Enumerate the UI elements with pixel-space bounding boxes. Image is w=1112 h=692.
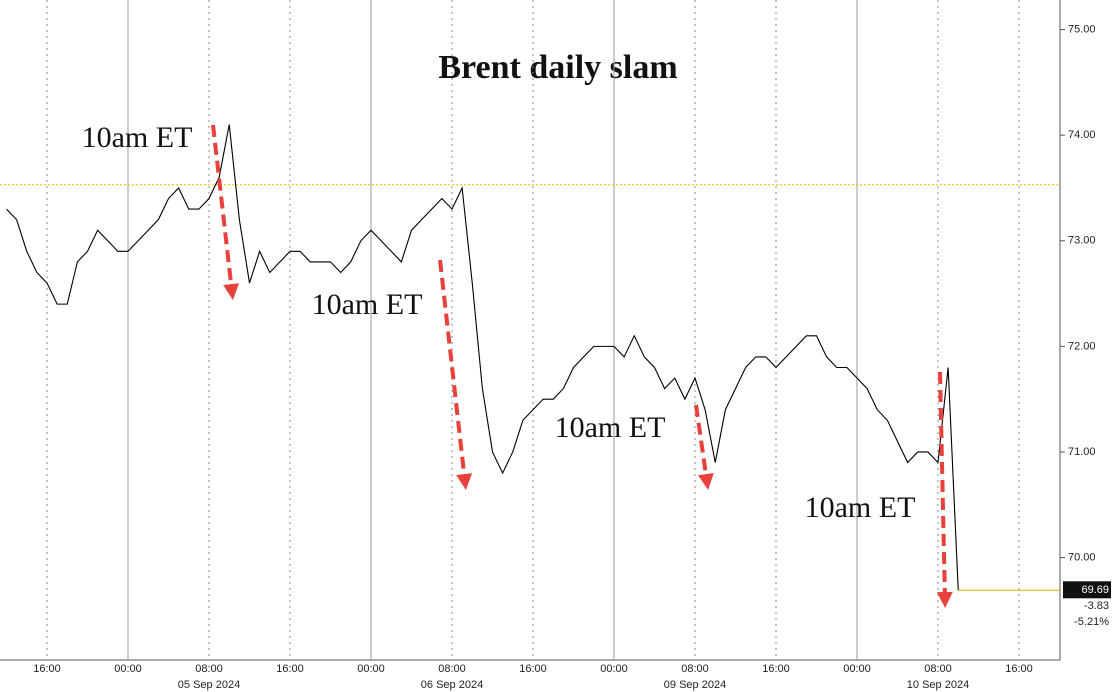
x-tick-label: 08:00 bbox=[438, 663, 466, 675]
annotation: 10am ET bbox=[805, 491, 916, 524]
y-tick-label: 73.00 bbox=[1068, 235, 1096, 247]
annotation-arrow bbox=[694, 404, 714, 490]
y-tick-label: 72.00 bbox=[1068, 340, 1096, 352]
x-tick-label: 08:00 bbox=[195, 663, 223, 675]
last-price-label: 69.69 bbox=[1081, 584, 1109, 596]
x-tick-label: 08:00 bbox=[681, 663, 709, 675]
annotation-arrow bbox=[438, 259, 473, 490]
last-price-label: -3.83 bbox=[1084, 600, 1109, 612]
x-tick-label: 00:00 bbox=[114, 663, 142, 675]
x-tick-label: 00:00 bbox=[357, 663, 385, 675]
y-tick-label: 74.00 bbox=[1068, 129, 1096, 141]
annotation-arrow bbox=[936, 371, 953, 608]
x-date-label: 06 Sep 2024 bbox=[421, 679, 483, 691]
x-tick-label: 16:00 bbox=[762, 663, 790, 675]
x-date-label: 05 Sep 2024 bbox=[178, 679, 240, 691]
x-tick-label: 16:00 bbox=[519, 663, 547, 675]
x-date-label: 09 Sep 2024 bbox=[664, 679, 726, 691]
x-tick-label: 00:00 bbox=[600, 663, 628, 675]
x-tick-label: 16:00 bbox=[1005, 663, 1033, 675]
y-tick-label: 71.00 bbox=[1068, 446, 1096, 458]
price-line bbox=[6, 124, 959, 591]
y-tick-label: 75.00 bbox=[1068, 23, 1096, 35]
annotation: 10am ET bbox=[312, 288, 423, 321]
x-tick-label: 00:00 bbox=[843, 663, 871, 675]
annotation-arrow bbox=[211, 124, 240, 300]
chart-title: Brent daily slam bbox=[438, 49, 677, 86]
x-tick-label: 08:00 bbox=[924, 663, 952, 675]
last-price-box bbox=[1063, 581, 1111, 599]
x-tick-label: 16:00 bbox=[276, 663, 304, 675]
annotation: 10am ET bbox=[82, 121, 193, 154]
annotation: 10am ET bbox=[555, 411, 666, 444]
x-date-label: 10 Sep 2024 bbox=[907, 679, 969, 691]
last-price-label: -5.21% bbox=[1074, 616, 1109, 628]
x-tick-label: 16:00 bbox=[33, 663, 61, 675]
y-tick-label: 70.00 bbox=[1068, 551, 1096, 563]
